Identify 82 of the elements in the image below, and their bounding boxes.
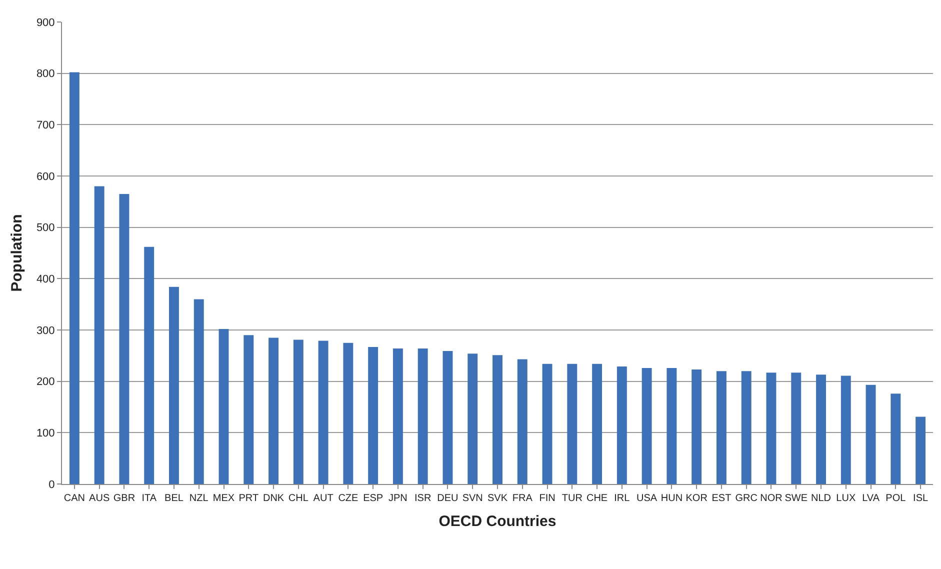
x-tick-label: SVN	[462, 493, 483, 504]
bar	[616, 366, 627, 484]
bar	[144, 246, 154, 484]
x-tick-label: CZE	[338, 493, 359, 504]
x-tick-label: JPN	[388, 493, 408, 504]
bar	[866, 384, 876, 484]
bar	[492, 355, 502, 484]
x-tick-label: HUN	[660, 493, 683, 504]
x-tick-label: MEX	[212, 493, 235, 504]
bar	[791, 372, 802, 484]
y-tick-label: 200	[36, 376, 55, 388]
bar	[268, 338, 279, 484]
y-tick-label: 600	[36, 170, 55, 183]
bar	[318, 340, 328, 484]
y-axis-title: Population	[8, 214, 26, 292]
bar	[194, 299, 204, 484]
y-tick-label: 500	[36, 222, 55, 234]
bar	[716, 371, 726, 484]
x-tick-label: ESP	[363, 493, 384, 504]
y-tick-label: 100	[36, 428, 55, 440]
bar	[666, 368, 677, 484]
x-tick-label: DEU	[437, 493, 458, 504]
bar	[517, 359, 528, 484]
x-tick-label: CHE	[586, 493, 608, 504]
x-tick-label: FRA	[512, 493, 533, 504]
bar	[468, 354, 478, 484]
x-tick-label: KOR	[686, 493, 708, 504]
bar	[218, 328, 229, 484]
x-tick-label: ITA	[142, 493, 157, 504]
bar	[442, 351, 453, 484]
bar	[542, 364, 552, 484]
x-tick-label: NLD	[811, 493, 832, 504]
x-tick-label: LUX	[836, 493, 856, 504]
x-tick-label: CAN	[64, 493, 86, 504]
bar	[244, 335, 254, 484]
bar	[916, 416, 926, 484]
x-tick-label: SWE	[784, 493, 808, 504]
x-tick-label: AUT	[313, 493, 334, 504]
y-tick-label: 0	[48, 478, 55, 491]
y-tick-label: 800	[36, 68, 55, 80]
x-tick-label: GBR	[113, 493, 136, 504]
x-tick-label: EST	[712, 493, 732, 504]
x-tick-label: TUR	[562, 493, 582, 504]
bar	[766, 372, 776, 484]
y-tick-label: 700	[36, 120, 55, 132]
bar	[368, 346, 378, 484]
bar	[69, 72, 80, 484]
bar	[94, 186, 104, 484]
x-tick-label: FIN	[539, 493, 556, 504]
x-tick-label: LVA	[862, 493, 880, 504]
bar	[119, 194, 130, 484]
x-tick-label: NOR	[760, 493, 782, 504]
x-tick-label: POL	[886, 493, 906, 504]
bar	[418, 348, 428, 484]
bar	[642, 368, 652, 484]
bar	[567, 364, 578, 484]
y-tick-label: 400	[36, 274, 55, 286]
x-tick-label: USA	[636, 493, 658, 504]
bar	[741, 371, 752, 484]
x-tick-label: IRL	[614, 493, 630, 504]
bar	[592, 364, 602, 484]
bar	[816, 374, 826, 484]
x-tick-label: ISL	[913, 493, 928, 504]
x-axis-title: OECD Countries	[438, 513, 556, 530]
bar	[343, 342, 354, 484]
bar	[392, 348, 403, 484]
bar	[840, 376, 851, 484]
bar	[890, 394, 901, 484]
x-tick-label: BEL	[164, 493, 184, 504]
y-tick-label: 900	[36, 16, 55, 29]
y-tick-label: 300	[36, 324, 55, 337]
x-tick-label: SVK	[487, 493, 508, 504]
x-tick-label: NZL	[189, 493, 209, 504]
bar	[293, 340, 304, 484]
x-tick-label: PRT	[238, 493, 259, 504]
x-tick-label: CHL	[288, 493, 309, 504]
x-tick-label: DNK	[262, 493, 284, 504]
x-tick-label: AUS	[89, 493, 110, 504]
bar	[692, 370, 702, 484]
x-tick-label: GRC	[735, 493, 758, 504]
x-tick-label: ISR	[414, 493, 432, 504]
bar	[169, 286, 179, 484]
